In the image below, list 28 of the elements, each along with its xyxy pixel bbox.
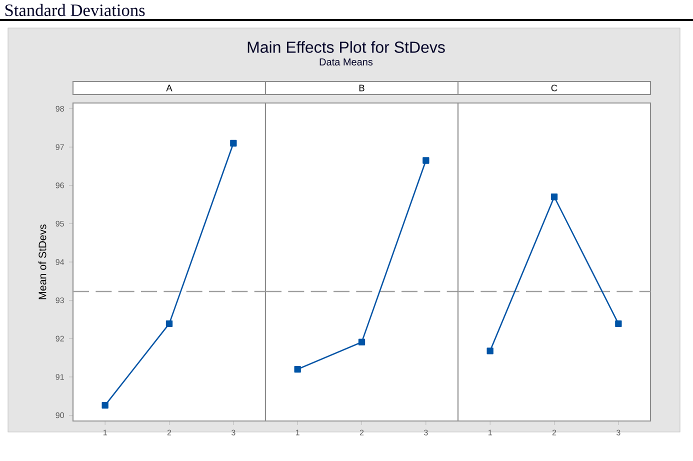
x-tick-label: 3 [232, 430, 236, 436]
x-tick-label: 2 [552, 430, 556, 436]
chart-title: A [166, 84, 172, 92]
point [102, 402, 108, 409]
text: Standard Deviations [5, 4, 145, 16]
x-tick-label: 1 [103, 430, 107, 436]
point [166, 320, 173, 328]
y-tick-label: 98 [56, 106, 64, 112]
y-tick-label: 94 [56, 259, 64, 265]
y-tick-label: 97 [56, 144, 64, 150]
chart-title: B [359, 84, 364, 92]
chart-title: C [551, 84, 558, 92]
text: Data Means [320, 58, 373, 66]
y-tick-label: 93 [56, 297, 64, 304]
y-tick-label: 95 [56, 220, 64, 227]
x-tick-label: 2 [360, 430, 364, 436]
y-tick-label: 96 [56, 182, 64, 188]
y-tick-label: 91 [56, 374, 64, 380]
x-tick-label: 2 [167, 430, 172, 436]
y-axis-title: Mean of StDevs [38, 224, 46, 300]
y-tick-label: 92 [56, 336, 64, 342]
y-tick-label: 90 [56, 412, 64, 418]
point [230, 140, 237, 147]
x-tick-label: 1 [296, 430, 300, 436]
x-tick-label: 3 [424, 430, 428, 436]
x-tick-label: 1 [488, 430, 492, 436]
text: Main Effects Plot for StDevs [248, 41, 445, 53]
x-tick-label: 3 [616, 430, 620, 436]
